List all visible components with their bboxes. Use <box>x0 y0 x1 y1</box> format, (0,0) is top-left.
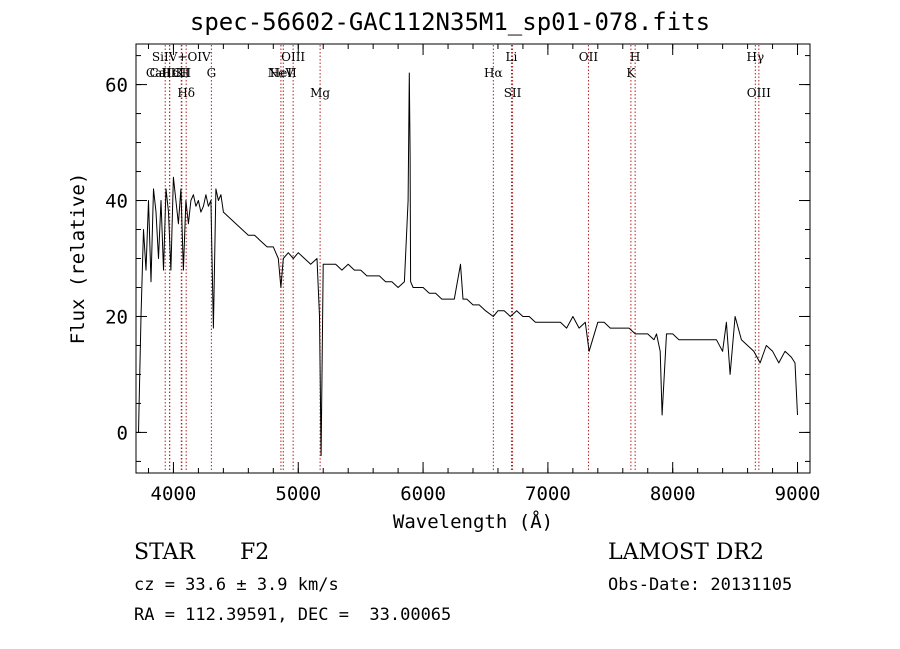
line-marker-label: OIII <box>747 86 771 100</box>
line-marker-label: CaII K <box>146 66 186 80</box>
line-marker-label: Hδ <box>177 86 195 100</box>
line-marker-label: Hα <box>484 66 503 80</box>
x-axis-label: Wavelength (Å) <box>393 510 553 533</box>
line-marker-label: SII <box>504 86 522 100</box>
observation-date: Obs-Date: 20131105 <box>608 575 793 595</box>
survey-name: LAMOST DR2 <box>608 540 764 565</box>
object-subclass: F2 <box>240 540 270 565</box>
line-marker-label: Hε <box>161 66 178 80</box>
plot-frame <box>135 43 811 474</box>
object-class: STAR <box>134 540 195 565</box>
line-marker-label: K <box>626 66 636 80</box>
x-tick-label: 9000 <box>775 483 821 505</box>
y-tick-label: 60 <box>105 75 128 97</box>
line-marker-label: CII <box>172 66 191 80</box>
y-axis-label: Flux (relative) <box>67 173 89 345</box>
x-tick-label: 8000 <box>650 483 696 505</box>
chart-title: spec-56602-GAC112N35M1_sp01-078.fits <box>189 8 711 36</box>
spectrum-line <box>138 72 798 457</box>
line-marker-label: NeV <box>268 66 295 80</box>
y-tick-label: 40 <box>105 191 128 213</box>
x-tick-label: 7000 <box>525 483 571 505</box>
line-marker-label: G <box>207 66 217 80</box>
axes <box>135 43 811 474</box>
line-marker-label: OII <box>579 50 599 64</box>
line-marker-label: Mg <box>310 86 330 100</box>
axis-labels: 4000 5000 6000 7000 8000 9000 0 20 40 60 Wavelengt… <box>67 50 820 533</box>
line-markers <box>164 45 760 472</box>
line-marker-label: HeII <box>270 66 297 80</box>
line-marker-label: OIII <box>281 50 305 64</box>
line-marker-label: H <box>630 50 640 64</box>
line-marker-label: CaII H <box>150 66 190 80</box>
y-tick-label: 20 <box>105 306 128 328</box>
line-marker-label: Li <box>506 50 518 64</box>
y-tick-label: 0 <box>117 422 128 444</box>
redshift-value: cz = 33.6 ± 3.9 km/s <box>134 575 339 595</box>
x-tick-label: 4000 <box>151 483 197 505</box>
line-marker-label: SiIV+OIV <box>152 50 211 64</box>
x-tick-label: 5000 <box>275 483 321 505</box>
coordinates: RA = 112.39591, DEC = 33.00065 <box>134 605 452 625</box>
line-marker-label: Hγ <box>747 50 765 64</box>
x-tick-label: 6000 <box>400 483 446 505</box>
